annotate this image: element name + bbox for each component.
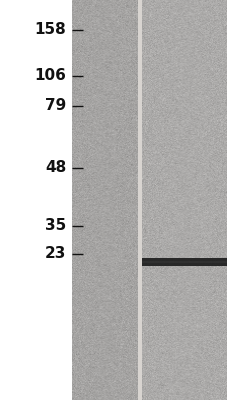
Text: 106: 106 xyxy=(34,68,66,84)
Bar xyxy=(72,0,138,400)
Bar xyxy=(142,261,227,263)
Text: 48: 48 xyxy=(45,160,66,176)
Bar xyxy=(142,0,227,400)
Text: 158: 158 xyxy=(34,22,66,38)
Text: 23: 23 xyxy=(44,246,66,262)
Text: 79: 79 xyxy=(45,98,66,114)
Text: 35: 35 xyxy=(45,218,66,234)
Bar xyxy=(138,0,142,400)
Bar xyxy=(142,258,227,266)
